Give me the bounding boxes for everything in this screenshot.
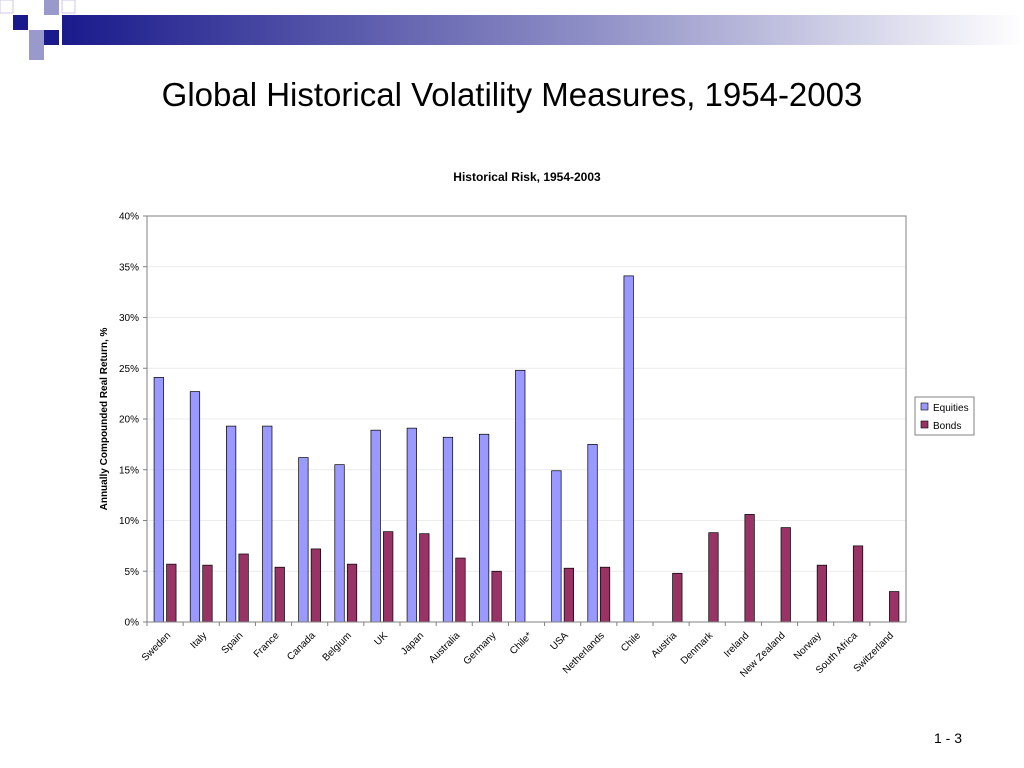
bar-bonds-ireland	[744, 514, 755, 623]
bar-equities-chile	[623, 275, 634, 623]
bar-equities-australia	[442, 436, 454, 623]
y-tick-label: 20%	[119, 415, 139, 426]
y-tick-label: 35%	[119, 262, 139, 273]
y-tick-label: 25%	[119, 364, 139, 375]
deco-square-light-1	[44, 0, 59, 15]
legend-label-bonds: Bonds	[933, 421, 961, 432]
legend: Equities Bonds	[914, 396, 975, 436]
bar-bonds-austria	[672, 572, 683, 623]
bar-bonds-norway	[816, 564, 827, 623]
deco-square-light-3	[29, 45, 44, 60]
y-tick-label: 5%	[125, 567, 140, 578]
x-tick-label: Japan	[399, 630, 426, 657]
bar-bonds-usa	[563, 567, 574, 623]
bar-equities-france	[262, 425, 273, 623]
y-tick-label: 40%	[119, 212, 139, 223]
bar-bonds-spain	[238, 553, 249, 623]
chart-title: Historical Risk, 1954-2003	[453, 170, 601, 184]
x-tick-label: Chile*	[508, 630, 535, 657]
bar-equities-germany	[479, 433, 490, 623]
bars	[153, 275, 900, 623]
bar-bonds-belgium	[346, 563, 358, 623]
x-tick-label: Ireland	[722, 630, 751, 659]
x-tick-label: Norway	[792, 630, 824, 662]
y-tick-label: 15%	[119, 465, 139, 476]
bar-bonds-france	[274, 566, 285, 623]
bar-bonds-italy	[202, 564, 213, 623]
x-tick-label: Chile	[619, 630, 643, 654]
x-tick-label: Austria	[649, 630, 679, 660]
bar-equities-chile-	[515, 369, 526, 623]
bar-bonds-japan	[419, 533, 430, 623]
bar-equities-italy	[189, 391, 201, 623]
y-axis-ticks: 0% 5% 10% 15% 20% 25% 30% 35% 40%	[119, 212, 147, 629]
bar-bonds-new-zealand	[780, 527, 791, 623]
bar-bonds-sweden	[166, 563, 177, 623]
slide-title: Global Historical Volatility Measures, 1…	[161, 76, 863, 113]
header-decoration	[0, 0, 1024, 60]
x-tick-label: France	[252, 630, 282, 660]
bar-bonds-denmark	[708, 532, 719, 623]
x-tick-label: Italy	[189, 630, 210, 651]
legend-swatch-equities	[920, 402, 929, 411]
y-tick-label: 30%	[119, 313, 139, 324]
x-tick-label: Belgium	[321, 630, 354, 663]
bar-bonds-germany	[491, 570, 502, 623]
bar-equities-spain	[226, 425, 237, 623]
deco-square-light-2	[29, 30, 44, 45]
x-tick-label: Denmark	[679, 630, 716, 667]
deco-square-dark-1	[13, 15, 28, 30]
bar-bonds-canada	[310, 548, 321, 623]
y-tick-label: 10%	[119, 516, 139, 527]
bar-bonds-south-africa	[852, 545, 864, 623]
plot-area-frame	[146, 215, 907, 623]
bar-equities-canada	[298, 457, 309, 623]
bar-equities-belgium	[334, 464, 345, 623]
bar-equities-usa	[551, 470, 562, 623]
bar-equities-netherlands	[587, 444, 598, 623]
bar-equities-sweden	[153, 377, 164, 623]
bar-equities-uk	[370, 429, 381, 623]
x-tick-label: Sweden	[140, 630, 173, 663]
legend-label-equities: Equities	[933, 403, 969, 414]
x-axis-labels: Sweden Italy Spain France Canada Belgium UK Jap…	[140, 622, 896, 680]
x-tick-label: Germany	[462, 630, 499, 667]
x-tick-label: Canada	[285, 630, 318, 663]
bar-equities-japan	[406, 427, 417, 623]
bar-bonds-australia	[455, 557, 466, 623]
bar-bonds-netherlands	[599, 566, 611, 623]
x-tick-label: Spain	[220, 630, 246, 656]
x-tick-label: USA	[548, 630, 571, 653]
gridlines	[147, 266, 906, 572]
header-gradient-bar	[62, 15, 1024, 45]
x-tick-label: UK	[372, 630, 390, 648]
deco-square-outline-2	[61, 0, 76, 14]
deco-square-outline-1	[0, 0, 14, 14]
bar-bonds-switzerland	[889, 591, 900, 623]
deco-square-dark-2	[44, 30, 59, 45]
y-tick-label: 0%	[125, 618, 140, 629]
slide-number: 1 - 3	[933, 730, 962, 746]
legend-swatch-bonds	[920, 420, 929, 429]
x-tick-label: Australia	[427, 630, 463, 666]
y-axis-label: Annually Compounded Real Return, %	[99, 328, 110, 511]
bar-bonds-uk	[383, 531, 394, 623]
